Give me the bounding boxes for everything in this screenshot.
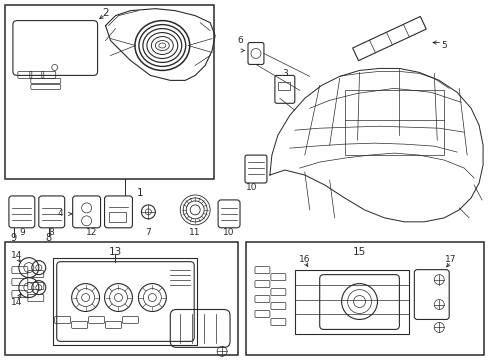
Bar <box>344 90 443 155</box>
Text: 4: 4 <box>57 210 62 219</box>
Bar <box>245 242 483 355</box>
Bar <box>5 5 214 179</box>
Bar <box>5 242 238 355</box>
Text: 7: 7 <box>145 228 151 237</box>
Text: 5: 5 <box>441 41 446 50</box>
Text: 10: 10 <box>223 228 234 237</box>
Text: 12: 12 <box>86 228 97 237</box>
Text: 10: 10 <box>246 184 257 193</box>
Text: 16: 16 <box>298 255 310 264</box>
Text: 15: 15 <box>352 247 366 257</box>
Text: 14: 14 <box>11 298 22 307</box>
Bar <box>277 82 289 90</box>
Text: 8: 8 <box>45 233 52 243</box>
Bar <box>108 212 126 222</box>
Text: 14: 14 <box>11 251 22 260</box>
Bar <box>53 258 197 345</box>
Text: 8: 8 <box>49 228 55 237</box>
Text: 9: 9 <box>11 233 17 243</box>
Text: 13: 13 <box>109 247 122 257</box>
Text: 2: 2 <box>102 8 109 18</box>
Text: 17: 17 <box>445 255 456 264</box>
Bar <box>294 270 408 334</box>
Text: 1: 1 <box>137 188 143 198</box>
Text: 6: 6 <box>237 36 243 45</box>
Text: 9: 9 <box>19 228 25 237</box>
Text: 11: 11 <box>189 228 201 237</box>
Text: 3: 3 <box>282 69 287 78</box>
